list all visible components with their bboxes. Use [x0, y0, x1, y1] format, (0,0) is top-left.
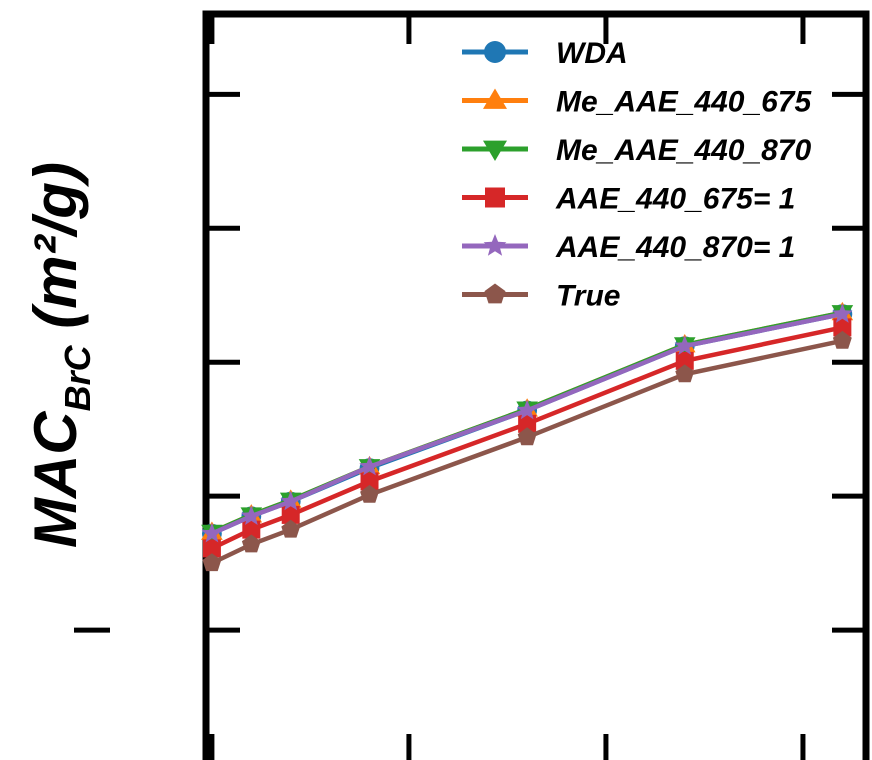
data-point — [241, 505, 262, 525]
series-true — [202, 330, 852, 572]
series-aae-440-870-1 — [201, 303, 853, 543]
legend-item: Me_AAE_440_870 — [462, 134, 811, 167]
legend-marker — [483, 140, 507, 161]
data-point — [201, 522, 223, 543]
data-point — [675, 364, 695, 383]
data-point — [281, 519, 301, 538]
legend: WDA Me_AAE_440_675 Me_AAE_440_870 AAE_440_6… — [462, 37, 812, 313]
data-point — [674, 335, 695, 355]
data-point — [281, 505, 300, 524]
data-point — [516, 399, 538, 420]
legend-label: AAE_440_675= 1 — [555, 183, 795, 216]
plot-frame — [202, 10, 870, 760]
legend-label: AAE_440_870= 1 — [555, 231, 795, 264]
legend-item: Me_AAE_440_675 — [462, 86, 812, 119]
legend-marker — [485, 187, 505, 208]
data-point — [832, 303, 853, 323]
data-point — [202, 553, 222, 572]
y-axis-label-main: MAC — [22, 410, 89, 548]
data-point — [360, 484, 379, 503]
y-axis-label-unit: (m²/g) — [22, 162, 89, 345]
legend-label: True — [556, 280, 620, 313]
data-point — [359, 455, 380, 476]
data-point — [280, 490, 301, 511]
legend-item: AAE_440_870= 1 — [462, 231, 795, 264]
data-point — [518, 414, 537, 433]
legend-marker — [484, 41, 506, 63]
series-aae-440-675-1 — [202, 318, 852, 558]
legend-marker — [483, 234, 507, 256]
data-point — [517, 427, 537, 446]
legend-item: AAE_440_675= 1 — [462, 183, 795, 216]
data-point — [202, 539, 221, 558]
legend-label: Me_AAE_440_675 — [556, 86, 812, 119]
legend-label: Me_AAE_440_870 — [556, 134, 811, 167]
data-point — [675, 351, 694, 370]
legend-marker — [483, 88, 507, 109]
legend-marker — [484, 283, 506, 304]
data-point — [242, 520, 261, 539]
data-point — [832, 330, 852, 349]
legend-item: WDA — [462, 37, 628, 70]
data-point — [833, 318, 852, 337]
series-line — [210, 338, 843, 566]
y-axis-label: MACBrC (m²/g) — [22, 162, 98, 548]
data-point — [241, 534, 261, 553]
legend-item: True — [462, 280, 620, 313]
axis-ticks — [206, 14, 866, 760]
series-layer — [201, 301, 854, 572]
y-axis-label-sub: BrC — [57, 344, 98, 411]
data-point — [360, 472, 379, 491]
legend-label: WDA — [556, 37, 628, 70]
